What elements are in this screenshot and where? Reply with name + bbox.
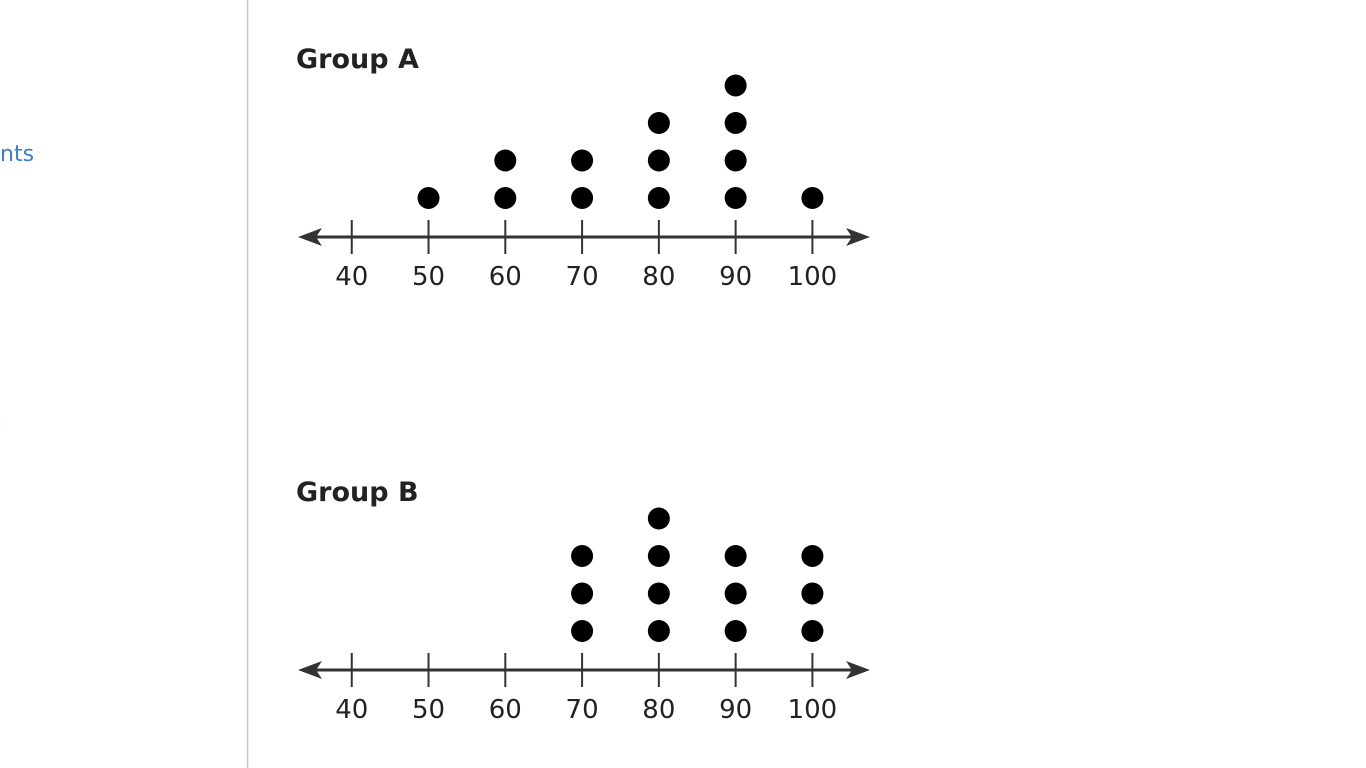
dot	[724, 112, 747, 134]
axis-arrow	[298, 228, 322, 246]
x-tick-label: 60	[489, 695, 522, 725]
dot-column	[647, 112, 670, 209]
dot-plot: Group B 40 50 60 70 80 90 100	[296, 477, 870, 725]
dot	[571, 582, 594, 605]
dot-plot: Group A 40 50 60 70 80 90 100	[296, 44, 870, 292]
x-tick-label: 40	[335, 695, 368, 725]
axis-arrow	[846, 661, 870, 679]
dot	[647, 582, 670, 605]
x-tick-label: 60	[489, 262, 522, 292]
sidebar-link[interactable]: t	[0, 409, 1, 434]
x-tick-label: 90	[719, 262, 752, 292]
dot-column	[417, 187, 440, 209]
x-tick-label: 100	[788, 262, 838, 292]
dot	[724, 74, 747, 97]
x-tick-label: 90	[719, 695, 752, 725]
dot	[724, 149, 747, 172]
dot-column	[801, 187, 824, 209]
dot-column	[494, 149, 517, 209]
dot	[801, 545, 824, 567]
dot	[494, 187, 517, 209]
chart-title: Group B	[296, 477, 419, 508]
dot-column	[571, 545, 594, 642]
x-tick-label: 50	[412, 262, 445, 292]
dot	[647, 545, 670, 567]
dot	[801, 187, 824, 209]
x-tick-label: 80	[642, 695, 675, 725]
dot	[647, 149, 670, 172]
x-tick-label: 70	[566, 695, 599, 725]
chart-title: Group A	[296, 44, 419, 75]
x-tick-label: 80	[642, 262, 675, 292]
dot	[571, 149, 594, 172]
x-tick-label: 100	[788, 695, 838, 725]
dot	[724, 620, 747, 642]
dot-column	[724, 74, 747, 209]
dot	[724, 582, 747, 605]
x-tick-label: 70	[566, 262, 599, 292]
axis-arrow	[846, 228, 870, 246]
x-tick-label: 50	[412, 695, 445, 725]
sidebar-link[interactable]: nts	[0, 142, 34, 167]
dot	[571, 620, 594, 642]
dot	[417, 187, 440, 209]
dot	[647, 187, 670, 209]
dot-column	[647, 507, 670, 642]
dot	[647, 620, 670, 642]
axis-arrow	[298, 661, 322, 679]
dot	[801, 582, 824, 605]
dot	[494, 149, 517, 172]
dot	[801, 620, 824, 642]
dot	[724, 187, 747, 209]
dot	[571, 545, 594, 567]
dot-column	[571, 149, 594, 209]
x-tick-label: 40	[335, 262, 368, 292]
dot	[724, 545, 747, 567]
dot-column	[724, 545, 747, 642]
dot	[647, 507, 670, 530]
dot-column	[801, 545, 824, 642]
dot	[647, 112, 670, 134]
dot	[571, 187, 594, 209]
